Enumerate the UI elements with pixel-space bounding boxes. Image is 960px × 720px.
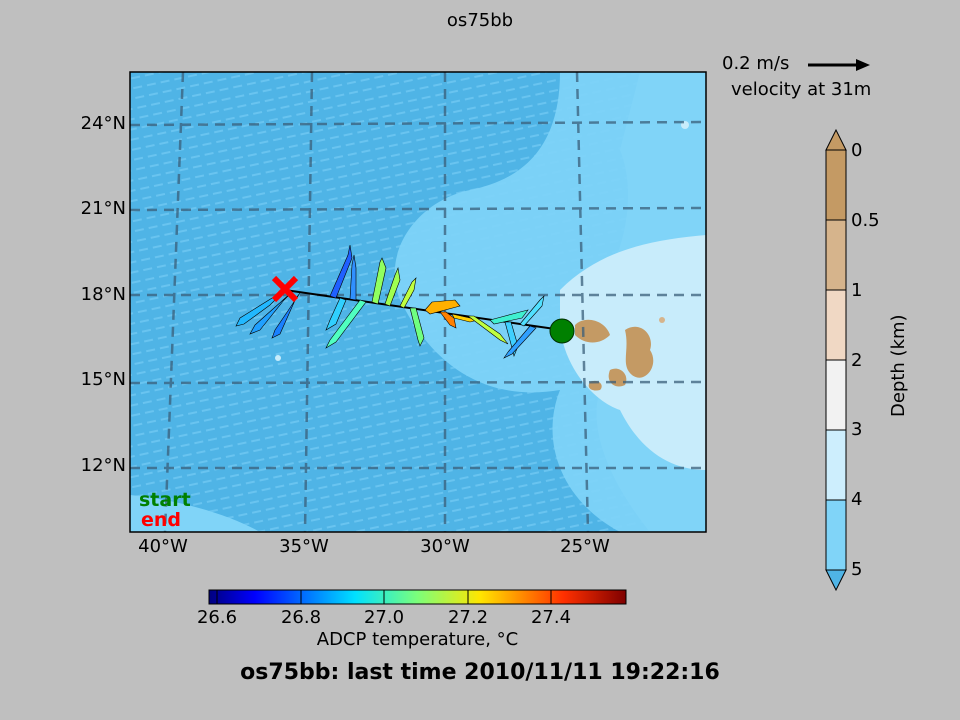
lat-tick-18n: 18°N xyxy=(80,284,126,305)
status-title: os75bb: last time 2010/11/11 19:22:16 xyxy=(240,660,720,685)
lat-tick-21n: 21°N xyxy=(80,198,126,219)
start-marker xyxy=(549,318,575,344)
depth-tick-4: 4 xyxy=(851,489,863,510)
reference-vector-label: velocity at 31m xyxy=(731,79,872,100)
temp-tick-26-6: 26.6 xyxy=(196,607,238,628)
lon-tick-40w: 40°W xyxy=(138,536,188,557)
depth-tick-1: 1 xyxy=(851,280,863,301)
lat-tick-15n: 15°N xyxy=(80,369,126,390)
velocity-arrows xyxy=(235,244,545,359)
temp-tick-27-4: 27.4 xyxy=(530,607,572,628)
reference-vector-scale: 0.2 m/s xyxy=(722,53,790,74)
map-frame xyxy=(129,71,707,533)
temperature-colorbar-label: ADCP temperature, °C xyxy=(316,629,519,650)
lon-tick-30w: 30°W xyxy=(420,536,470,557)
lat-tick-24n: 24°N xyxy=(80,113,126,134)
depth-tick-2: 2 xyxy=(851,350,863,371)
figure-title: os75bb xyxy=(446,10,514,31)
temp-tick-26-8: 26.8 xyxy=(280,607,322,628)
depth-colorbar-label: Depth (km) xyxy=(888,314,909,417)
depth-tick-3: 3 xyxy=(851,419,863,440)
depth-tick-0: 0 xyxy=(851,140,863,161)
temp-tick-27-2: 27.2 xyxy=(447,607,489,628)
depth-tick-0-5: 0.5 xyxy=(851,210,880,231)
depth-colorbar xyxy=(825,128,847,592)
lon-tick-25w: 25°W xyxy=(560,536,610,557)
temp-tick-27-0: 27.0 xyxy=(363,607,405,628)
lat-tick-12n: 12°N xyxy=(80,455,126,476)
reference-arrow xyxy=(808,59,870,71)
depth-tick-5: 5 xyxy=(851,559,863,580)
legend-start: start xyxy=(139,489,191,511)
end-marker xyxy=(271,275,299,303)
lon-tick-35w: 35°W xyxy=(279,536,329,557)
bathymetry-map xyxy=(130,72,706,532)
legend-end: end xyxy=(141,509,182,531)
temperature-colorbar xyxy=(208,589,627,605)
